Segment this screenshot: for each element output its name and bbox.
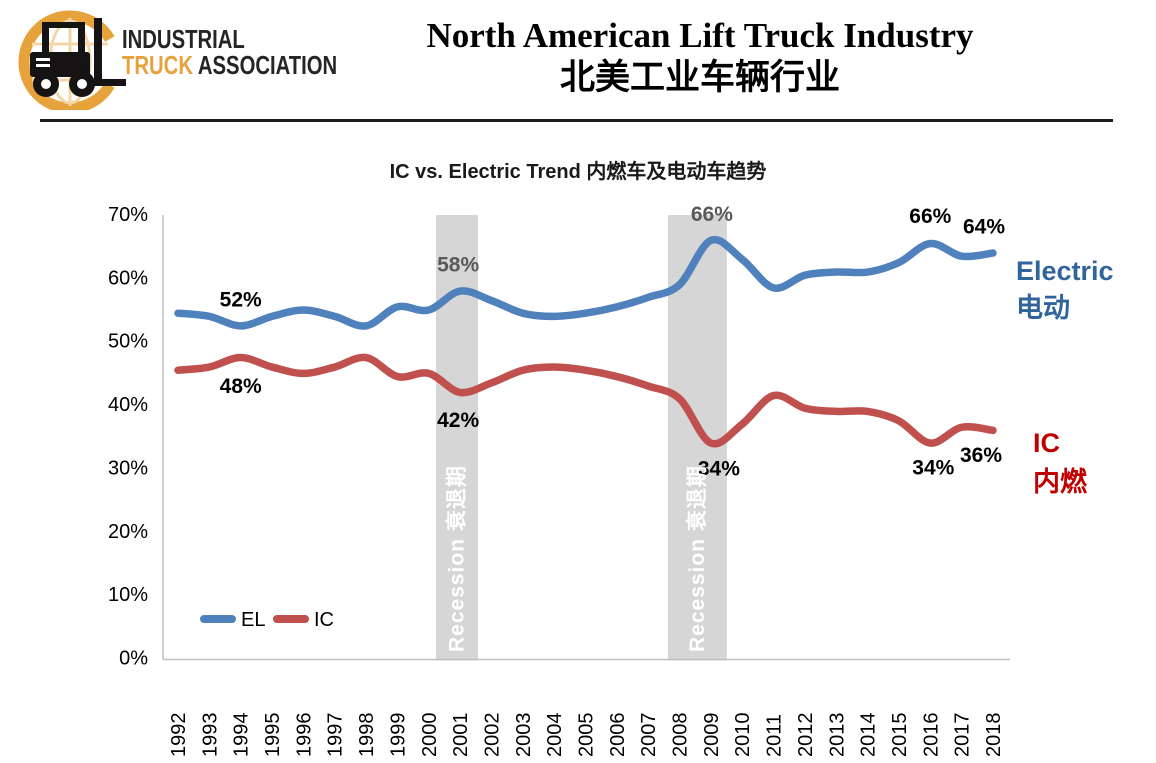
data-label-ic-2018: 36% bbox=[960, 444, 1002, 467]
legend-label-el: EL bbox=[241, 609, 265, 631]
x-tick-label: 2017 bbox=[952, 713, 974, 758]
x-tick-label: 2002 bbox=[481, 713, 503, 758]
x-tick-label: 2013 bbox=[826, 713, 848, 758]
x-tick-label: 2008 bbox=[670, 713, 692, 758]
y-tick-label: 30% bbox=[108, 457, 148, 479]
logo-wordmark: INDUSTRIAL TRUCK ASSOCIATION bbox=[122, 26, 337, 78]
x-tick-label: 1996 bbox=[293, 713, 315, 758]
x-tick-label: 2003 bbox=[513, 713, 535, 758]
data-label-ic-2016: 34% bbox=[912, 457, 954, 480]
y-tick-label: 10% bbox=[108, 584, 148, 606]
el-line bbox=[174, 235, 997, 330]
series-label-electric-zh: 电动 bbox=[1016, 293, 1070, 323]
y-tick-label: 50% bbox=[108, 331, 148, 353]
data-label-el-1994: 52% bbox=[220, 288, 262, 311]
x-tick-label: 2014 bbox=[858, 713, 880, 758]
data-label-el-2018: 64% bbox=[963, 216, 1005, 239]
series-label-ic-en: IC bbox=[1033, 428, 1060, 458]
series-label-electric-en: Electric bbox=[1016, 256, 1114, 286]
page-title: North American Lift Truck Industry bbox=[426, 16, 974, 55]
forklift-icon bbox=[30, 18, 126, 97]
y-tick-label: 70% bbox=[108, 204, 148, 226]
data-label-el-2001: 58% bbox=[437, 254, 479, 277]
x-tick-label: 2007 bbox=[638, 713, 660, 758]
legend-label-ic: IC bbox=[314, 609, 334, 631]
header-divider bbox=[40, 119, 1113, 122]
logo-line2: TRUCK ASSOCIATION bbox=[122, 52, 337, 78]
y-tick-label: 60% bbox=[108, 267, 148, 289]
x-tick-label: 2009 bbox=[701, 713, 723, 758]
series-label-ic-zh: 内燃 bbox=[1033, 467, 1087, 497]
x-tick-label: 1998 bbox=[356, 713, 378, 758]
y-tick-label: 40% bbox=[108, 394, 148, 416]
logo-truck-word: TRUCK bbox=[122, 50, 193, 80]
data-label-ic-2001: 42% bbox=[437, 409, 479, 432]
x-tick-label: 2000 bbox=[419, 713, 441, 758]
x-tick-label: 1994 bbox=[231, 713, 253, 758]
header-titles: North American Lift Truck Industry 北美工业车… bbox=[340, 16, 1060, 100]
legend-swatch-el bbox=[200, 615, 236, 623]
x-tick-label: 2006 bbox=[607, 713, 629, 758]
page-title-zh: 北美工业车辆行业 bbox=[559, 58, 840, 97]
x-tick-label: 2018 bbox=[983, 713, 1005, 758]
series-label-electric: Electric 电动 bbox=[1016, 253, 1114, 327]
x-tick-label: 1997 bbox=[325, 713, 347, 758]
x-tick-label: 2005 bbox=[576, 713, 598, 758]
x-tick-label: 1995 bbox=[262, 713, 284, 758]
legend-swatch-ic bbox=[273, 615, 309, 623]
x-tick-label: 2004 bbox=[544, 713, 566, 758]
x-tick-label: 2015 bbox=[889, 713, 911, 758]
data-label-el-2016: 66% bbox=[909, 205, 951, 228]
y-tick-label: 0% bbox=[119, 648, 148, 670]
recession-band-label: Recession 衰退期 bbox=[685, 465, 709, 652]
logo-line1: INDUSTRIAL bbox=[122, 24, 245, 54]
x-tick-label: 1993 bbox=[199, 713, 221, 758]
ita-logo bbox=[18, 10, 126, 110]
chart-title: IC vs. Electric Trend 内燃车及电动车趋势 bbox=[389, 161, 767, 183]
data-label-el-2009: 66% bbox=[691, 203, 733, 226]
x-tick-label: 2010 bbox=[732, 713, 754, 758]
x-tick-label: 2001 bbox=[450, 713, 472, 758]
x-tick-label: 2012 bbox=[795, 713, 817, 758]
recession-band-label: Recession 衰退期 bbox=[444, 465, 468, 652]
x-tick-label: 2011 bbox=[764, 714, 786, 757]
series-label-ic: IC 内燃 bbox=[1033, 424, 1087, 502]
ic-line bbox=[174, 353, 997, 448]
logo-association-word: ASSOCIATION bbox=[197, 50, 338, 80]
x-tick-label: 1999 bbox=[387, 713, 409, 758]
data-label-ic-1994: 48% bbox=[220, 375, 262, 398]
data-label-ic-2009: 34% bbox=[698, 458, 740, 481]
x-tick-label: 1992 bbox=[168, 713, 190, 758]
x-tick-label: 2016 bbox=[920, 713, 942, 758]
y-tick-label: 20% bbox=[108, 521, 148, 543]
